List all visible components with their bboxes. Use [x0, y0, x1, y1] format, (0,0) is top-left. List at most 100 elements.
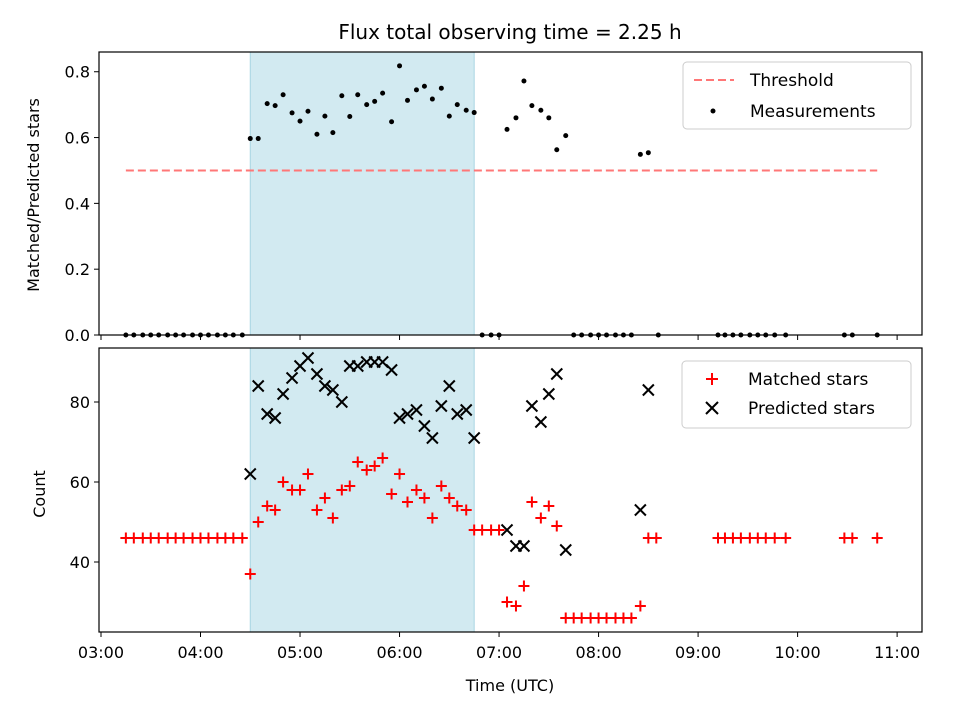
- measurement-point: [397, 63, 403, 69]
- top-observing-window-shade: [249, 51, 475, 336]
- matched-star-point: [377, 452, 389, 464]
- predicted-star-point: [634, 503, 647, 517]
- predicted-star-point: [268, 411, 282, 425]
- measurement-point: [380, 90, 386, 96]
- matched-star-point: [236, 532, 248, 544]
- measurement-point: [554, 147, 560, 153]
- predicted-star-point: [550, 367, 563, 381]
- predicted-star-point: [351, 359, 364, 373]
- predicted-star-point: [418, 419, 431, 433]
- matched-star-point: [352, 456, 364, 468]
- matched-star-point: [451, 500, 463, 512]
- bottom-axes-frame: [98, 347, 923, 633]
- bottom-legend-box: [681, 360, 912, 429]
- top-y-axis-label: Matched/Predicted stars: [24, 98, 43, 292]
- matched-star-point: [327, 512, 339, 524]
- measurement-point: [364, 102, 370, 108]
- matched-star-point: [543, 500, 555, 512]
- predicted-star-point: [385, 363, 398, 377]
- x-tick-label: 03:00: [78, 643, 124, 662]
- measurement-point: [521, 78, 527, 84]
- bottom-legend: Matched stars Predicted stars: [681, 360, 912, 429]
- predicted-star-point: [426, 431, 439, 445]
- matched-star-point: [510, 600, 522, 612]
- matched-star-point: [634, 600, 646, 612]
- measurement-point: [289, 110, 295, 116]
- top-y-tick-label: 0.4: [65, 194, 90, 213]
- measurement-point: [372, 98, 378, 104]
- top-y-tick-label: 0.0: [65, 326, 90, 345]
- matched-star-point: [526, 496, 538, 508]
- matched-star-point: [650, 532, 662, 544]
- measurement-point: [297, 118, 303, 124]
- matched-star-point: [369, 460, 381, 472]
- top-y-tick-label: 0.6: [65, 129, 90, 148]
- matched-star-point: [493, 524, 505, 536]
- predicted-star-point: [525, 399, 539, 413]
- legend-measurements-swatch: [710, 108, 716, 114]
- measurement-point: [405, 97, 411, 103]
- measurement-point: [314, 131, 320, 137]
- top-y-tick-label: 0.2: [65, 260, 90, 279]
- matched-star-point: [386, 488, 398, 500]
- predicted-star-point: [410, 403, 423, 417]
- top-legend: Threshold Measurements: [682, 61, 912, 130]
- predicted-star-point: [252, 379, 265, 393]
- predicted-star-point: [467, 431, 481, 445]
- predicted-star-point: [517, 539, 531, 553]
- predicted-star-point: [335, 395, 349, 409]
- measurement-point: [322, 113, 328, 119]
- measurement-point: [463, 107, 469, 113]
- bottom-ticks: 40 60 80 03:00 04:00 05:00 06:00 07:00 08:00 09:0…: [70, 393, 921, 662]
- predicted-star-point: [642, 383, 655, 397]
- measurement-point: [247, 136, 253, 142]
- bottom-y-tick-label: 40: [70, 553, 90, 572]
- predicted-star-point: [559, 543, 572, 557]
- matched-star-point: [269, 504, 281, 516]
- matched-star-point: [244, 568, 256, 580]
- matched-star-point: [261, 500, 273, 512]
- predicted-star-point: [393, 411, 406, 425]
- measurement-point: [637, 151, 643, 157]
- measurement-point: [504, 126, 510, 132]
- bottom-panel: 40 60 80 03:00 04:00 05:00 06:00 07:00 08:00 09:0…: [30, 347, 923, 695]
- matched-star-point: [460, 504, 472, 516]
- legend-measurements-label: Measurements: [750, 102, 876, 122]
- matched-star-point: [294, 484, 306, 496]
- predicted-star-point: [285, 371, 299, 385]
- measurement-point: [347, 113, 353, 119]
- x-tick-label: 06:00: [376, 643, 422, 662]
- bottom-y-tick-label: 60: [70, 473, 90, 492]
- measurement-point: [413, 87, 419, 93]
- matched-star-point: [319, 492, 331, 504]
- measurement-point: [280, 92, 286, 98]
- predicted-star-point: [451, 407, 464, 421]
- predicted-star-point: [260, 407, 274, 421]
- matched-star-point: [402, 496, 414, 508]
- predicted-star-point: [301, 351, 315, 365]
- matched-star-point: [344, 480, 356, 492]
- top-panel: 0.0 0.2 0.4 0.6 0.8 Flux total observing tim…: [24, 20, 923, 345]
- predicted-star-point: [244, 467, 257, 481]
- x-tick-label: 04:00: [177, 643, 223, 662]
- matched-star-point: [443, 492, 455, 504]
- predicted-star-point: [460, 403, 473, 417]
- matched-star-point: [302, 468, 314, 480]
- matched-star-point: [769, 532, 781, 544]
- predicted-star-point: [435, 399, 448, 413]
- matched-star-point: [252, 516, 264, 528]
- legend-threshold-label: Threshold: [749, 71, 834, 91]
- legend-predicted-swatch: [705, 401, 719, 415]
- matched-star-point: [361, 464, 373, 476]
- legend-matched-swatch: [706, 373, 718, 385]
- measurement-point: [529, 103, 535, 109]
- matched-star-point: [871, 532, 883, 544]
- x-tick-label: 09:00: [675, 643, 721, 662]
- measurement-point: [429, 96, 435, 102]
- measurement-point: [538, 107, 544, 113]
- measurement-point: [471, 110, 477, 116]
- matched-star-point: [535, 512, 547, 524]
- matched-star-point: [518, 580, 530, 592]
- measurement-point: [339, 93, 345, 99]
- matched-star-point: [846, 532, 858, 544]
